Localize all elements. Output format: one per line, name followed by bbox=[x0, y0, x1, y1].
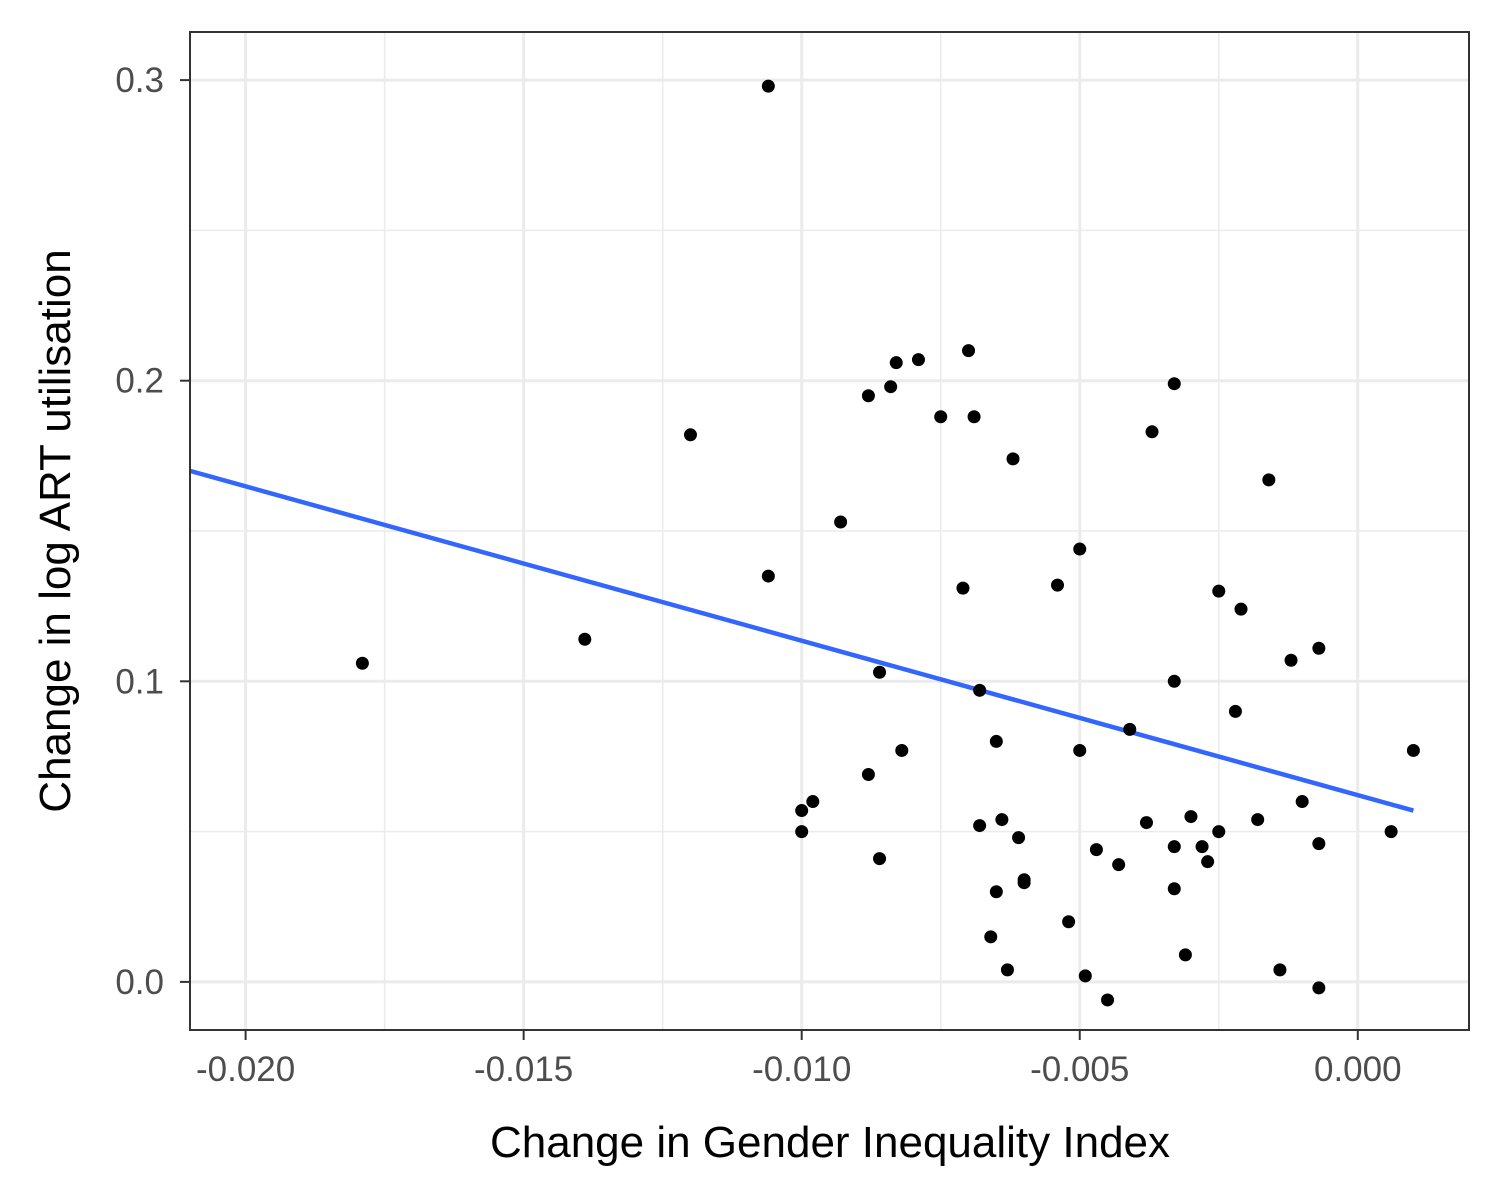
data-point bbox=[1000, 963, 1014, 977]
data-point bbox=[995, 813, 1009, 827]
x-tick-label: 0.000 bbox=[1314, 1050, 1402, 1089]
data-point bbox=[1139, 816, 1153, 830]
data-point bbox=[1112, 858, 1126, 872]
data-point bbox=[1184, 810, 1198, 824]
x-axis-title: Change in Gender Inequality Index bbox=[490, 1118, 1170, 1167]
data-point bbox=[1101, 993, 1115, 1007]
data-point bbox=[1201, 855, 1215, 869]
data-point bbox=[984, 930, 998, 944]
data-point bbox=[911, 353, 925, 367]
data-point bbox=[1017, 876, 1031, 890]
data-point bbox=[1212, 584, 1226, 598]
x-axis: -0.020 -0.015 -0.010 -0.005 0.000 bbox=[196, 1030, 1402, 1089]
data-point bbox=[761, 569, 775, 583]
data-point bbox=[1295, 795, 1309, 809]
data-point bbox=[834, 515, 848, 529]
data-point bbox=[1123, 722, 1137, 736]
y-axis-title: Change in log ART utilisation bbox=[31, 249, 80, 812]
data-point bbox=[989, 885, 1003, 899]
data-point bbox=[962, 344, 976, 358]
data-point bbox=[884, 380, 898, 394]
data-point bbox=[1228, 704, 1242, 718]
data-point bbox=[873, 852, 887, 866]
x-tick-label: -0.010 bbox=[752, 1050, 851, 1089]
data-point bbox=[1167, 882, 1181, 896]
data-point bbox=[956, 581, 970, 595]
data-point bbox=[1078, 969, 1092, 983]
y-axis: 0.0 0.1 0.2 0.3 bbox=[115, 61, 190, 1002]
data-point bbox=[761, 79, 775, 93]
y-tick-label: 0.2 bbox=[115, 362, 164, 401]
data-point bbox=[578, 632, 592, 646]
data-point bbox=[1073, 542, 1087, 556]
data-point bbox=[973, 819, 987, 833]
data-point bbox=[1251, 813, 1265, 827]
data-point bbox=[795, 804, 809, 818]
data-point bbox=[861, 389, 875, 403]
data-point bbox=[1050, 578, 1064, 592]
x-tick-label: -0.020 bbox=[196, 1050, 295, 1089]
data-point bbox=[1089, 843, 1103, 857]
data-point bbox=[873, 665, 887, 679]
y-tick-label: 0.0 bbox=[115, 963, 164, 1002]
data-point bbox=[861, 767, 875, 781]
data-point bbox=[1145, 425, 1159, 439]
data-point bbox=[806, 795, 820, 809]
data-point bbox=[889, 356, 903, 370]
data-point bbox=[1262, 473, 1276, 487]
data-point bbox=[1212, 825, 1226, 839]
data-point bbox=[1384, 825, 1398, 839]
x-tick-label: -0.005 bbox=[1030, 1050, 1129, 1089]
data-points-layer bbox=[355, 79, 1420, 1007]
plot-panel-border bbox=[189, 31, 1470, 1031]
data-point bbox=[355, 656, 369, 670]
data-point bbox=[1273, 963, 1287, 977]
major-gridlines bbox=[190, 32, 1469, 1030]
data-point bbox=[683, 428, 697, 442]
minor-gridlines bbox=[190, 32, 1469, 1030]
data-point bbox=[1167, 840, 1181, 854]
data-point bbox=[973, 683, 987, 697]
data-point bbox=[967, 410, 981, 424]
data-point bbox=[1312, 837, 1326, 851]
data-point bbox=[1012, 831, 1026, 845]
data-point bbox=[1167, 674, 1181, 688]
data-point bbox=[1406, 743, 1420, 757]
data-point bbox=[1312, 981, 1326, 995]
data-point bbox=[895, 743, 909, 757]
data-point bbox=[1178, 948, 1192, 962]
data-point bbox=[1167, 377, 1181, 391]
data-point bbox=[1073, 743, 1087, 757]
data-point bbox=[1006, 452, 1020, 466]
data-point bbox=[1284, 653, 1298, 667]
y-tick-label: 0.1 bbox=[115, 662, 164, 701]
regression-line bbox=[189, 468, 1414, 813]
data-point bbox=[1234, 602, 1248, 616]
data-point bbox=[795, 825, 809, 839]
y-tick-label: 0.3 bbox=[115, 61, 164, 100]
data-point bbox=[934, 410, 948, 424]
data-point bbox=[1312, 641, 1326, 655]
data-point bbox=[1195, 840, 1209, 854]
data-point bbox=[1062, 915, 1076, 929]
x-tick-label: -0.015 bbox=[474, 1050, 573, 1089]
regression-line-layer bbox=[189, 468, 1414, 813]
data-point bbox=[989, 734, 1003, 748]
